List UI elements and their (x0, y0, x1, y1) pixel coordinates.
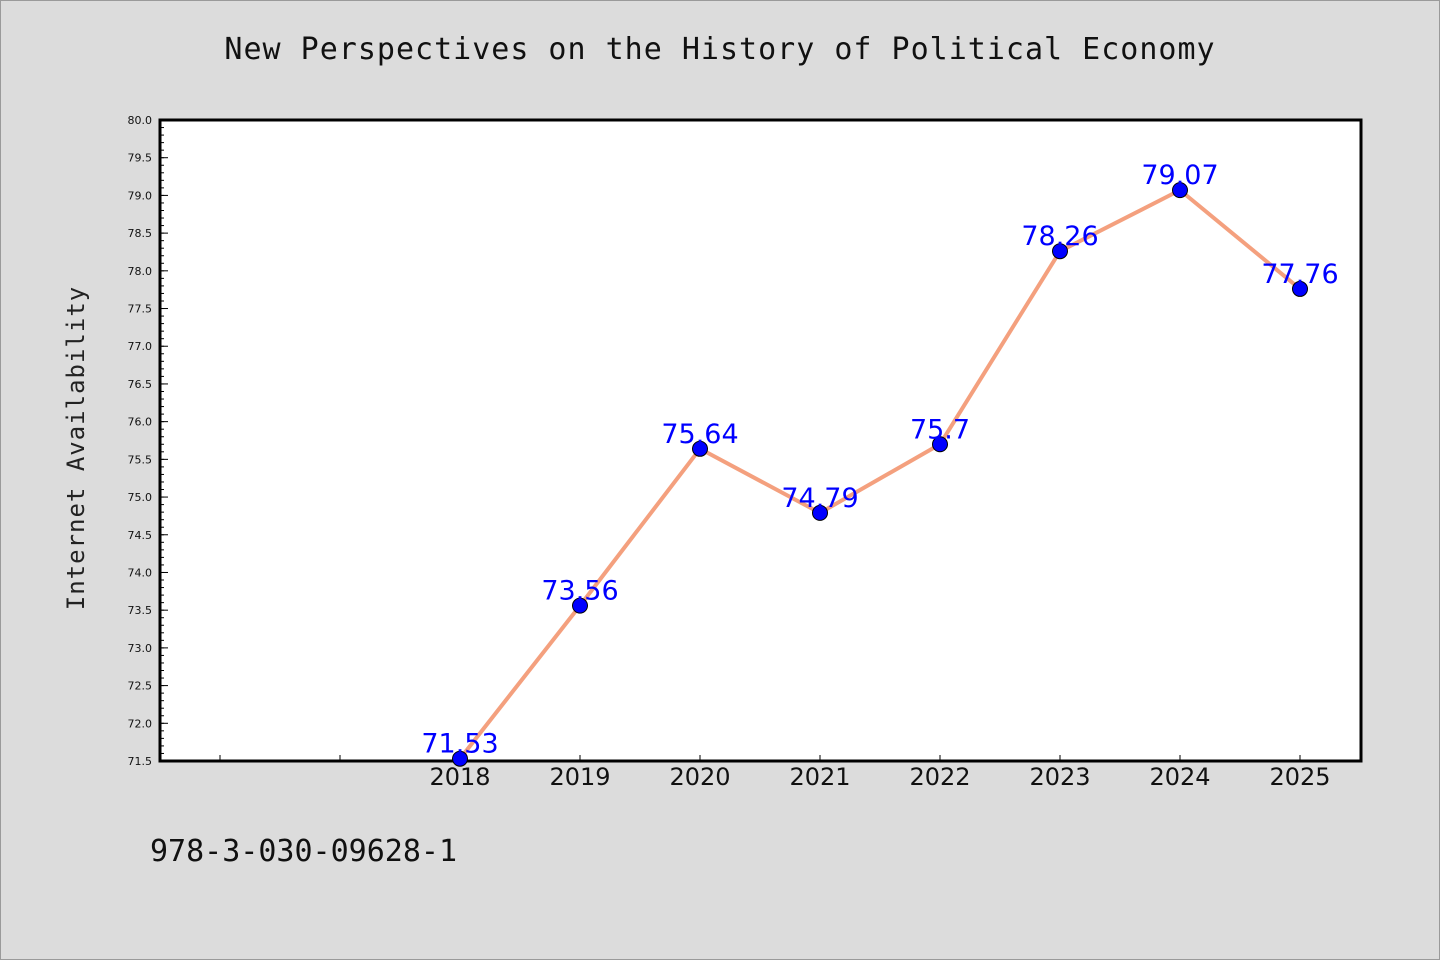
y-tick-label: 75.0 (128, 491, 153, 504)
data-label: 75.7 (910, 414, 970, 445)
data-point (932, 436, 948, 453)
y-tick-label: 74.0 (128, 566, 153, 579)
data-label: 78.26 (1021, 221, 1098, 252)
x-tick-label: 2019 (549, 763, 610, 791)
y-tick-label: 78.0 (128, 265, 153, 278)
y-tick-label: 71.5 (128, 755, 153, 768)
data-label: 71.53 (421, 729, 498, 760)
data-label: 74.79 (781, 483, 858, 514)
x-tick-label: 2025 (1269, 763, 1330, 791)
chart-title: New Perspectives on the History of Polit… (224, 32, 1216, 67)
data-point (1292, 280, 1308, 297)
y-tick-label: 72.0 (128, 717, 153, 730)
data-label: 79.07 (1141, 160, 1218, 191)
y-tick-label: 72.5 (128, 680, 153, 693)
data-point (1172, 182, 1188, 199)
data-label: 73.56 (541, 576, 618, 607)
series-layer (452, 182, 1308, 767)
y-tick-label: 73.5 (128, 604, 153, 617)
isbn-footnote: 978-3-030-09628-1 (150, 834, 458, 869)
data-point (692, 440, 708, 457)
data-point (452, 750, 468, 767)
y-tick-label: 77.0 (128, 340, 153, 353)
x-tick-label: 2020 (669, 763, 730, 791)
series-line (458, 188, 1302, 760)
x-tick-label: 2023 (1029, 763, 1090, 791)
plot-area (158, 118, 1363, 763)
data-label: 77.76 (1261, 259, 1338, 290)
data-labels: 71.53 73.56 75.64 74.79 75.7 78.26 79.07 77.76 (421, 160, 1338, 760)
y-tick-label: 75.5 (128, 453, 153, 466)
x-tick-label: 2021 (789, 763, 850, 791)
y-tick-label: 76.0 (128, 416, 153, 429)
y-axis: 71.5 72.0 72.5 73.0 73.5 74.0 74.5 75.0 75.5 76.0… (128, 114, 168, 768)
y-tick-label: 78.5 (128, 227, 153, 240)
data-label: 75.64 (661, 419, 738, 450)
x-tick-label: 2024 (1149, 763, 1210, 791)
data-point (1052, 243, 1068, 260)
y-tick-label: 80.0 (128, 114, 153, 127)
y-tick-label: 73.0 (128, 642, 153, 655)
data-point (812, 504, 828, 521)
y-tick-label: 79.0 (128, 189, 153, 202)
x-tick-label: 2022 (909, 763, 970, 791)
data-point (572, 597, 588, 614)
y-tick-label: 79.5 (128, 152, 153, 165)
x-tick-label: 2018 (429, 763, 490, 791)
x-axis: 2018 2019 2020 2021 2022 2023 2024 2025 (219, 755, 1331, 791)
y-tick-label: 76.5 (128, 378, 153, 391)
y-tick-label: 77.5 (128, 303, 153, 316)
y-tick-label: 74.5 (128, 529, 153, 542)
